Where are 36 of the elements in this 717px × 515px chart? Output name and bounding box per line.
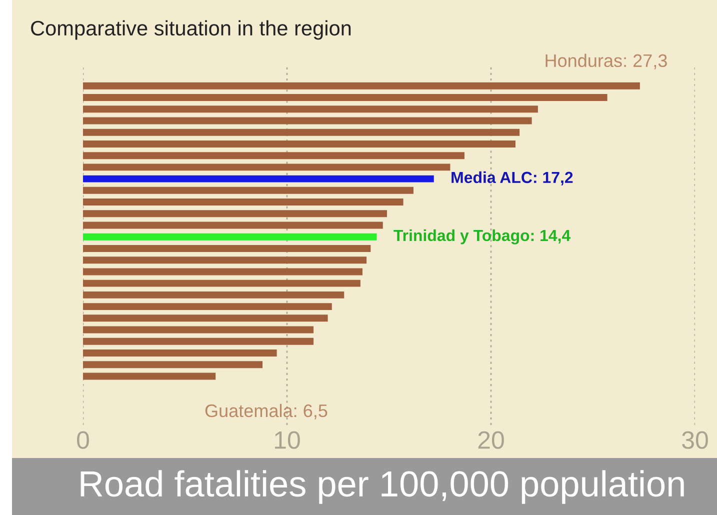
bar bbox=[83, 210, 387, 218]
chart-title: Comparative situation in the region bbox=[31, 20, 351, 40]
bar bbox=[83, 175, 434, 182]
bar bbox=[83, 303, 332, 310]
bar bbox=[83, 186, 414, 194]
bar bbox=[83, 245, 371, 252]
bar bbox=[83, 233, 377, 240]
bar bbox=[83, 82, 640, 90]
bar bbox=[83, 222, 383, 229]
bar bbox=[83, 198, 404, 206]
bar bbox=[83, 128, 520, 136]
bar bbox=[83, 94, 608, 101]
x-tick-label: 10 bbox=[275, 431, 300, 449]
bar bbox=[83, 314, 328, 322]
bar bbox=[83, 140, 516, 148]
bar bbox=[83, 372, 216, 380]
bar bbox=[83, 338, 314, 345]
bar bbox=[83, 350, 277, 356]
bar bbox=[83, 291, 344, 298]
annotation: Media ALC: 17,2 bbox=[452, 171, 573, 186]
bar bbox=[83, 106, 538, 113]
bar bbox=[83, 164, 450, 171]
bar bbox=[83, 256, 367, 264]
x-tick-label: 30 bbox=[682, 431, 708, 449]
bar bbox=[83, 361, 263, 368]
x-tick-label: 0 bbox=[77, 431, 89, 449]
text: Guatemala: 6,5 bbox=[205, 404, 328, 420]
bar bbox=[83, 268, 362, 276]
bar bbox=[83, 326, 314, 334]
text: Honduras: 27,3 bbox=[546, 54, 667, 70]
annotation: Trinidad y Tobago: 14,4 bbox=[394, 229, 571, 244]
bar bbox=[83, 280, 360, 287]
bar bbox=[83, 152, 464, 160]
x-axis-title: Road fatalities per 100,000 population bbox=[80, 470, 684, 504]
x-tick-label: 20 bbox=[478, 431, 504, 449]
bar bbox=[83, 117, 532, 124]
